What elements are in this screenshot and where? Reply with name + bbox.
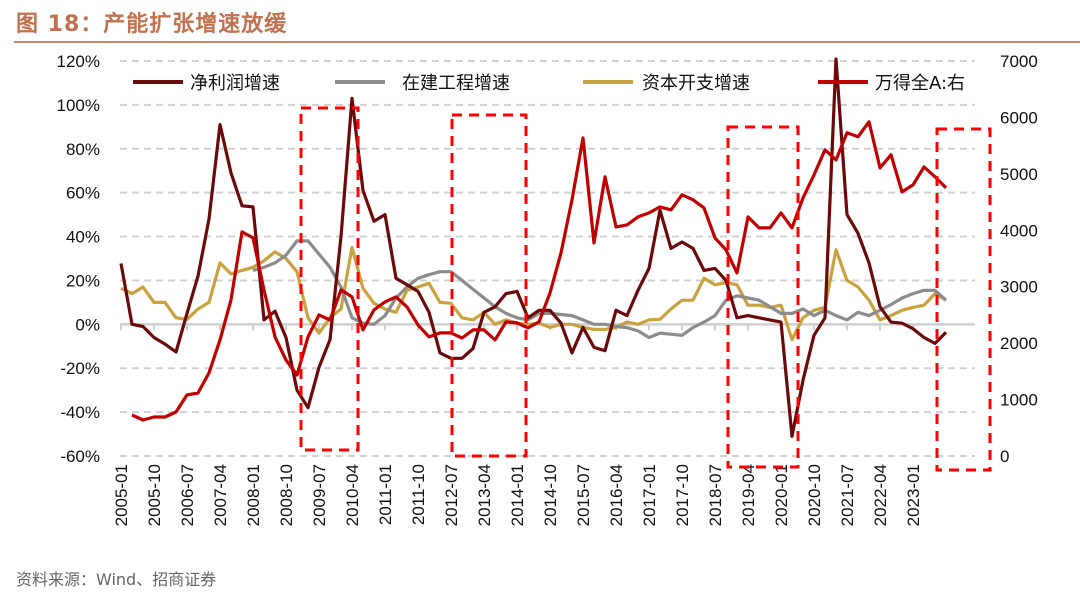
title-rule (14, 41, 1080, 43)
highlight-box (935, 127, 992, 472)
y-right-tick-label: 6000 (1000, 108, 1038, 127)
x-tick-label: 2019-04 (739, 464, 758, 526)
y-left-tick-label: 20% (66, 271, 100, 290)
highlight-box (299, 106, 360, 452)
x-tick-label: 2020-01 (772, 464, 791, 526)
x-tick-label: 2023-01 (904, 464, 923, 526)
x-tick-label: 2008-10 (277, 464, 296, 526)
y-left-tick-label: -20% (60, 359, 100, 378)
series-line-2 (252, 239, 948, 340)
highlight-boxes (299, 106, 992, 472)
x-tick-label: 2008-01 (244, 464, 263, 526)
x-tick-label: 2011-10 (409, 464, 428, 525)
legend-label: 万得全A:右 (875, 73, 965, 94)
series-line-4 (131, 120, 948, 422)
highlight-box (450, 113, 528, 458)
x-tick-label: 2005-10 (145, 464, 164, 526)
legend-label: 净利润增速 (190, 73, 280, 94)
x-tick-label: 2014-01 (508, 464, 527, 526)
x-tick-label: 2015-07 (574, 464, 593, 526)
y-right-tick-label: 4000 (1000, 221, 1038, 240)
x-tick-label: 2020-10 (805, 464, 824, 526)
x-tick-label: 2017-01 (640, 464, 659, 526)
x-tick-label: 2009-07 (310, 464, 329, 526)
x-tick-label: 2010-04 (343, 464, 362, 526)
source-note: 资料来源：Wind、招商证券 (16, 570, 217, 589)
y-right-tick-label: 3000 (1000, 278, 1038, 297)
y-left-tick-label: 100% (57, 96, 100, 115)
x-tick-label: 2021-07 (838, 464, 857, 526)
legend-label: 资本开支增速 (642, 73, 750, 94)
gridlines (120, 60, 975, 457)
x-tick-label: 2014-10 (541, 464, 560, 526)
y-left-tick-label: 40% (66, 228, 100, 247)
y-left-tick-label: 0% (75, 315, 100, 334)
x-tick-label: 2005-01 (112, 464, 131, 526)
x-tick-label: 2007-04 (211, 464, 230, 526)
x-tick-label: 2018-07 (706, 464, 725, 526)
x-tick-label: 2012-07 (442, 464, 461, 526)
y-left-tick-label: 120% (57, 52, 100, 71)
series-lines (119, 57, 948, 438)
x-axis: 2005-01 2005-10 2006-07 2007-04 2008-01 2008-… (112, 323, 975, 526)
highlight-box (726, 125, 800, 469)
legend: 净利润增速 在建工程增速 资本开支增速 万得全A:右 (133, 73, 965, 94)
left-y-axis: 120% 100% 80% 60% 40% 20% 0% -20% -40% -60% (57, 52, 100, 466)
y-right-tick-label: 7000 (1000, 52, 1038, 71)
y-right-tick-label: 2000 (1000, 334, 1038, 353)
y-right-tick-label: 0 (1000, 447, 1009, 466)
x-tick-label: 2013-04 (475, 464, 494, 526)
x-tick-label: 2006-07 (178, 464, 197, 526)
series-line-1 (119, 57, 948, 438)
x-tick-label: 2016-04 (607, 464, 626, 526)
right-y-axis: 7000 6000 5000 4000 3000 2000 1000 0 (1000, 52, 1038, 466)
y-left-tick-label: 80% (66, 140, 100, 159)
y-right-tick-label: 5000 (1000, 165, 1038, 184)
legend-label: 在建工程增速 (402, 73, 510, 94)
x-tick-label: 2011-01 (376, 464, 395, 525)
figure-title: 图 18：产能扩张增速放缓 (16, 12, 288, 37)
x-tick-label: 2017-10 (673, 464, 692, 526)
y-left-tick-label: -40% (60, 403, 100, 422)
y-right-tick-label: 1000 (1000, 391, 1038, 410)
y-left-tick-label: -60% (60, 447, 100, 466)
x-tick-label: 2022-04 (871, 464, 890, 526)
y-left-tick-label: 60% (66, 184, 100, 203)
